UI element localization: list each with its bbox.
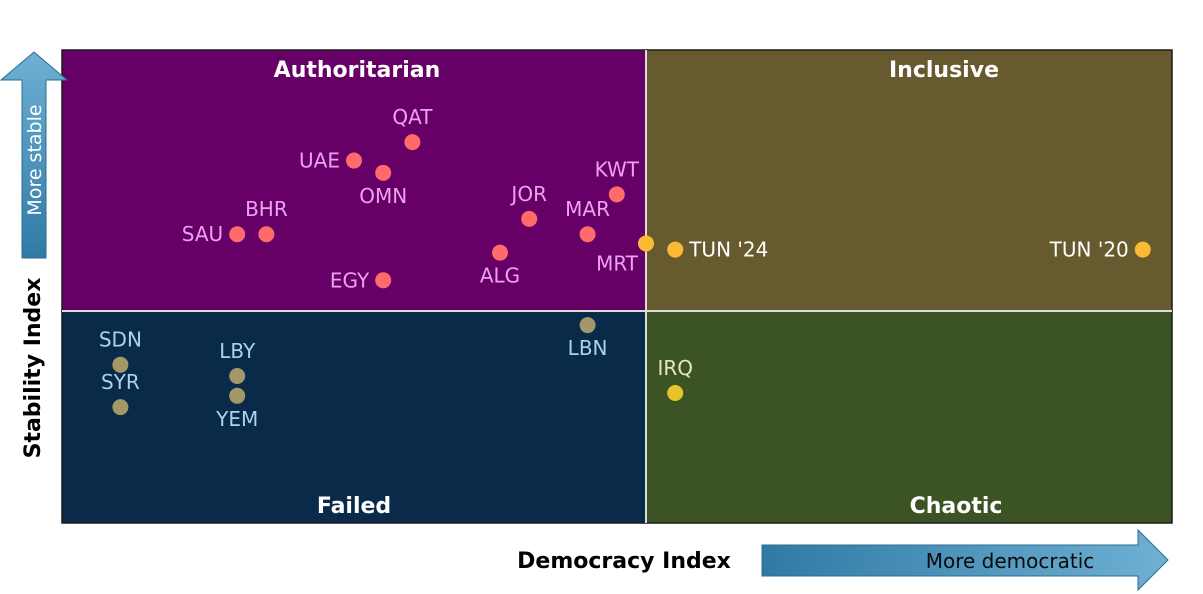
x-arrow-label: More democratic bbox=[926, 549, 1095, 573]
point-label-omn: OMN bbox=[359, 184, 407, 208]
point-kwt bbox=[608, 186, 625, 203]
point-label-bhr: BHR bbox=[245, 197, 288, 221]
point-egy bbox=[375, 272, 392, 289]
quadrant-failed bbox=[61, 310, 647, 524]
point-lbn bbox=[579, 317, 596, 334]
point-sau bbox=[229, 226, 246, 243]
point-jor bbox=[521, 210, 538, 227]
point-yem bbox=[229, 387, 246, 404]
x-axis-arrow: More democratic bbox=[761, 528, 1169, 592]
y-axis-title: Stability Index bbox=[21, 278, 46, 459]
y-axis-arrow: More stable bbox=[0, 51, 69, 259]
quadrants bbox=[61, 49, 1173, 524]
quadrant-title-inclusive: Inclusive bbox=[889, 58, 999, 83]
point-syr bbox=[112, 399, 129, 416]
point-omn bbox=[375, 164, 392, 181]
quadrant-inclusive bbox=[645, 49, 1173, 312]
point-irq bbox=[667, 384, 684, 401]
point-label-alg: ALG bbox=[480, 264, 520, 288]
point-label-irq: IRQ bbox=[657, 356, 693, 380]
point-tun-24 bbox=[667, 241, 684, 258]
quadrant-title-failed: Failed bbox=[317, 494, 391, 519]
point-lby bbox=[229, 368, 246, 385]
point-label-lby: LBY bbox=[219, 339, 256, 363]
y-arrow-shape bbox=[0, 51, 69, 259]
point-label-yem: YEM bbox=[215, 407, 258, 431]
quadrant-title-authoritarian: Authoritarian bbox=[274, 58, 441, 83]
quadrant-authoritarian bbox=[61, 49, 647, 312]
x-arrow-shape bbox=[761, 528, 1169, 592]
point-sdn bbox=[112, 356, 129, 373]
x-axis-title: Democracy Index bbox=[517, 549, 731, 574]
point-label-uae: UAE bbox=[299, 149, 340, 173]
point-label-jor: JOR bbox=[509, 182, 547, 206]
point-label-mrt: MRT bbox=[596, 251, 639, 275]
point-label-tun-24: TUN '24 bbox=[688, 238, 768, 262]
point-label-sdn: SDN bbox=[99, 328, 142, 352]
point-bhr bbox=[258, 226, 275, 243]
point-label-tun-20: TUN '20 bbox=[1049, 238, 1129, 262]
points-layer: QAT UAE OMN KWT JOR BHR SAU MAR MRT ALG EGY TUN '24… bbox=[99, 105, 1151, 431]
point-mrt bbox=[638, 235, 654, 252]
quadrant-chaotic bbox=[645, 310, 1173, 524]
point-label-syr: SYR bbox=[101, 370, 140, 394]
point-tun-20 bbox=[1134, 241, 1151, 258]
point-label-kwt: KWT bbox=[595, 157, 640, 181]
point-qat bbox=[404, 134, 421, 151]
point-label-sau: SAU bbox=[182, 222, 223, 246]
y-arrow-label: More stable bbox=[24, 104, 46, 215]
point-uae bbox=[346, 152, 362, 169]
quadrant-title-chaotic: Chaotic bbox=[910, 494, 1003, 519]
point-mar bbox=[579, 226, 596, 243]
point-label-egy: EGY bbox=[330, 268, 370, 292]
point-label-lbn: LBN bbox=[568, 336, 608, 360]
point-label-mar: MAR bbox=[565, 197, 610, 221]
point-label-qat: QAT bbox=[392, 105, 433, 129]
point-alg bbox=[492, 244, 508, 261]
